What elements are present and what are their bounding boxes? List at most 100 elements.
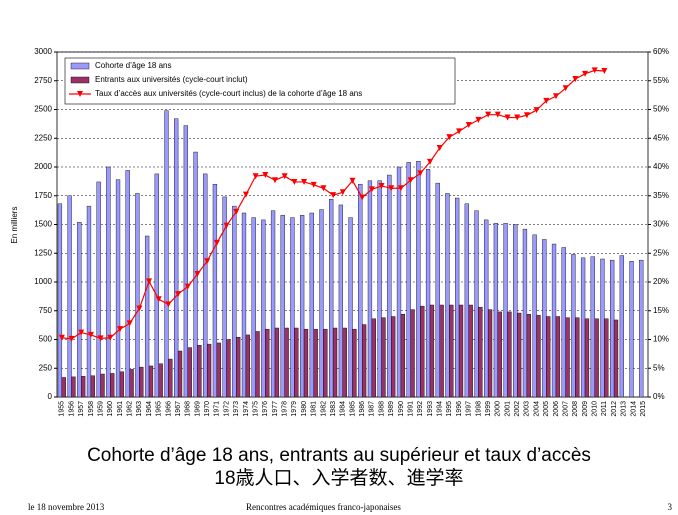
x-tick-label: 1958 [88, 401, 95, 417]
bar [236, 337, 241, 398]
x-tick-label: 1968 [185, 401, 192, 417]
bar [406, 162, 411, 398]
x-tick-label: 2012 [611, 401, 618, 417]
x-tick-label: 1982 [320, 401, 327, 417]
bar [604, 318, 609, 398]
bar [551, 243, 557, 398]
y-tick-label: 0 [48, 392, 53, 401]
line-marker [78, 329, 85, 336]
line-marker [523, 112, 530, 119]
x-tick-label: 1984 [340, 401, 347, 417]
bar [348, 217, 353, 398]
bar [232, 205, 237, 398]
bar [493, 223, 499, 398]
caption-sub: 18歳人口、入学者数、進学率 [214, 467, 463, 489]
bar [164, 110, 169, 398]
bar [487, 309, 493, 398]
bar [183, 125, 188, 398]
bar [613, 319, 619, 398]
y-tick-label: 2750 [34, 76, 52, 85]
x-tick-label: 2006 [553, 401, 560, 417]
bar [425, 169, 431, 398]
x-tick-label: 1961 [117, 401, 124, 417]
bar [71, 376, 76, 398]
line-marker [494, 111, 501, 118]
line-marker [552, 93, 559, 100]
bar [619, 255, 624, 398]
x-tick-label: 2004 [533, 401, 540, 417]
line-marker [562, 85, 569, 92]
x-tick-label: 2014 [630, 401, 637, 417]
bar [313, 328, 318, 398]
bar [497, 311, 502, 398]
line-marker [417, 170, 424, 177]
bar [115, 179, 121, 398]
bar [265, 328, 270, 398]
bar [81, 376, 86, 398]
y2-tick-label: 0% [653, 392, 665, 401]
x-tick-label: 2011 [601, 401, 608, 416]
bar [168, 358, 173, 398]
x-tick-label: 1990 [398, 401, 405, 417]
line-marker [514, 114, 521, 121]
bar [594, 318, 599, 398]
bar [329, 198, 334, 398]
bar [387, 174, 392, 398]
bar [361, 324, 367, 398]
x-tick-label: 1964 [146, 401, 153, 417]
bar [332, 327, 338, 398]
bar [86, 205, 92, 398]
x-tick-label: 2013 [621, 401, 628, 417]
line-marker [107, 334, 114, 341]
y2-tick-label: 35% [653, 191, 669, 200]
line-marker [175, 291, 182, 298]
bar [197, 345, 202, 398]
bar [323, 328, 328, 398]
bar [251, 217, 256, 398]
bar [371, 318, 376, 398]
line-marker [572, 76, 579, 83]
bar [478, 307, 483, 398]
x-tick-label: 1957 [78, 401, 85, 417]
line-marker [465, 122, 472, 129]
y-tick-label: 2500 [34, 105, 52, 114]
bar [561, 247, 566, 398]
line-marker [543, 97, 550, 104]
bar [119, 371, 125, 398]
y2-tick-label: 20% [653, 277, 669, 286]
line-marker [155, 296, 162, 303]
bar [484, 219, 489, 398]
bar [261, 219, 266, 398]
bar [216, 342, 221, 398]
line-marker [271, 177, 278, 184]
x-tick-label: 1980 [301, 401, 308, 417]
caption: Cohorte d’âge 18 ans, entrants au supéri… [87, 445, 591, 466]
y-tick-label: 750 [39, 306, 53, 315]
y-tick-label: 1000 [34, 277, 52, 286]
bar [303, 328, 309, 398]
y-tick-label: 1500 [34, 220, 52, 229]
bar [420, 305, 425, 398]
line-marker [281, 173, 288, 180]
x-tick-label: 2015 [640, 401, 647, 417]
x-tick-label: 1974 [243, 401, 250, 417]
y-tick-label: 500 [39, 335, 53, 344]
bar [129, 369, 134, 398]
line-marker [233, 208, 240, 215]
bar [90, 375, 95, 398]
line-marker [204, 258, 211, 265]
line-marker [194, 270, 201, 277]
bar [106, 166, 111, 398]
x-tick-label: 2008 [572, 401, 579, 417]
line-marker [97, 335, 104, 342]
line-marker [456, 128, 463, 135]
bar [57, 203, 63, 398]
bar [610, 259, 615, 398]
line-marker [359, 194, 366, 201]
x-tick-label: 1975 [252, 401, 259, 417]
bar [565, 317, 570, 398]
bar [532, 234, 537, 398]
x-tick-label: 2010 [592, 401, 599, 417]
x-tick-label: 1972 [223, 401, 230, 417]
y2-tick-label: 50% [653, 105, 669, 114]
